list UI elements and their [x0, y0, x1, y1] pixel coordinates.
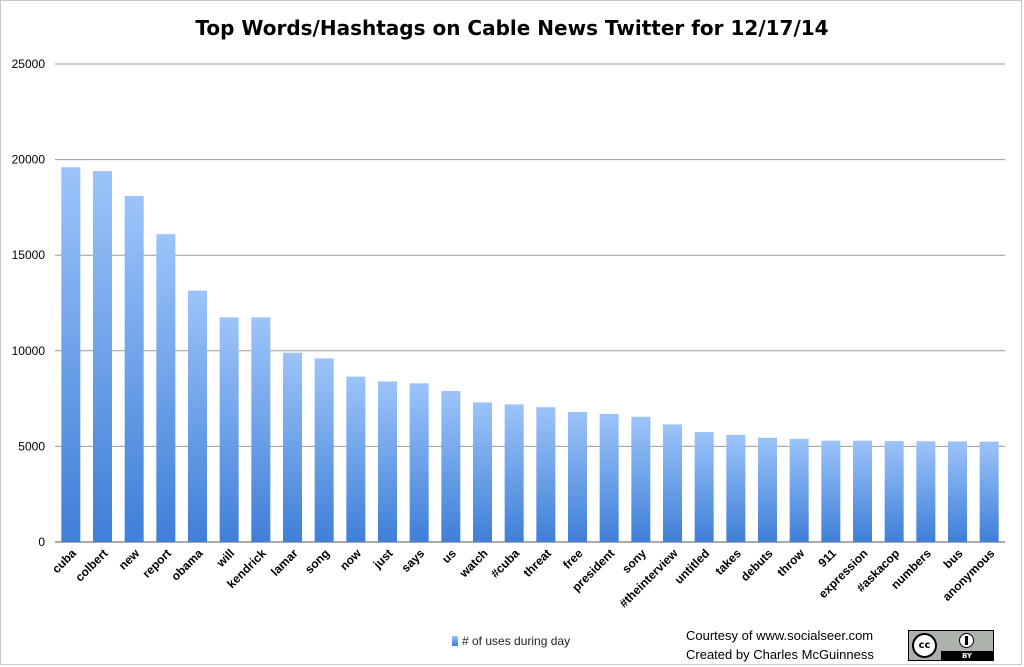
x-tick-label: #theinterview: [616, 546, 681, 611]
y-axis-ticks: 0 5000 10000 15000 20000 25000: [12, 57, 46, 549]
attribution-icon: [959, 633, 974, 648]
x-tick-label: lamar: [268, 546, 301, 579]
bar-now: [346, 376, 366, 542]
bar-sony: [631, 416, 651, 542]
x-tick-label: threat: [520, 546, 553, 579]
bar-bus: [948, 441, 967, 542]
bar-just: [378, 381, 397, 542]
x-tick-label: untitled: [672, 546, 713, 587]
bar-throw: [789, 438, 809, 542]
bars: [61, 167, 999, 543]
bar-song: [314, 358, 334, 542]
credits-line-1: Courtesy of www.socialseer.com: [686, 628, 874, 643]
bar-debuts: [758, 437, 777, 542]
grid-lines: [55, 63, 1005, 543]
bar-expression: [853, 440, 872, 542]
bar-kendrick: [251, 317, 271, 542]
bar-free: [568, 411, 587, 542]
x-tick-label: free: [560, 546, 586, 572]
x-tick-label: 911: [815, 546, 839, 570]
bar-lamar: [283, 352, 302, 542]
creative-commons-icon: cc: [912, 633, 937, 658]
x-tick-label: says: [399, 546, 428, 575]
x-tick-label: throw: [774, 546, 807, 579]
x-tick-label: watch: [456, 546, 491, 581]
x-tick-label: will: [213, 546, 237, 570]
x-tick-label: debuts: [738, 546, 776, 584]
bar-us: [441, 390, 461, 542]
y-tick-label: 25000: [12, 57, 46, 71]
x-tick-label: colbert: [72, 546, 110, 584]
chart-title: Top Words/Hashtags on Cable News Twitter…: [195, 16, 829, 40]
bar-colbert: [93, 171, 112, 542]
x-tick-label: just: [370, 546, 396, 572]
bar-president: [599, 413, 619, 542]
x-tick-label: obama: [168, 546, 205, 583]
x-tick-label: report: [140, 546, 174, 580]
bar-says: [409, 383, 429, 542]
x-tick-label: bus: [941, 546, 966, 571]
legend-swatch: [452, 636, 458, 646]
bar-anonymous: [979, 441, 999, 542]
bar-untitled: [694, 432, 714, 542]
bar-takes: [726, 434, 746, 542]
y-tick-label: 20000: [12, 153, 46, 167]
bar-hashtag-cuba: [504, 404, 524, 542]
by-label: BY: [941, 651, 993, 661]
legend-label: # of uses during day: [462, 634, 571, 648]
bar-hashtag-askacop: [884, 441, 904, 542]
y-tick-label: 5000: [18, 439, 45, 453]
x-tick-label: us: [439, 546, 459, 566]
bar-report: [156, 234, 176, 542]
bar-cuba: [61, 167, 81, 543]
x-tick-label: song: [302, 546, 332, 576]
y-tick-label: 0: [38, 535, 45, 549]
bar-numbers: [916, 441, 936, 542]
bar-hashtag-theinterview: [663, 424, 682, 542]
credits-line-2: Created by Charles McGuinness: [686, 647, 874, 662]
x-tick-label: #cuba: [488, 546, 523, 581]
credits: Courtesy of www.socialseer.com Created b…: [686, 626, 874, 664]
legend: # of uses during day: [452, 634, 570, 648]
bar-will: [219, 317, 239, 542]
bar-obama: [188, 290, 207, 542]
x-tick-label: now: [337, 546, 364, 573]
bar-watch: [473, 402, 492, 542]
bar-911: [821, 440, 841, 542]
cc-by-license-badge[interactable]: cc BY: [908, 630, 994, 661]
y-tick-label: 15000: [12, 248, 46, 262]
bar-threat: [536, 407, 556, 542]
bar-new: [124, 195, 144, 543]
x-tick-label: new: [116, 546, 143, 573]
y-tick-label: 10000: [12, 344, 46, 358]
